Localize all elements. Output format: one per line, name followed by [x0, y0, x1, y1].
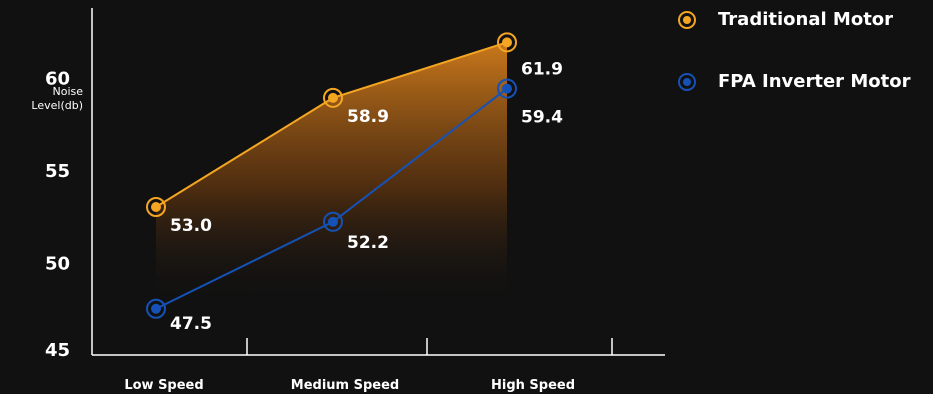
data-label-0-1: 58.9	[347, 107, 389, 127]
legend-item-fpa-inverter-motor: FPA Inverter Motor	[678, 71, 910, 92]
x-category-label-0: Low Speed	[124, 378, 203, 393]
point-1-2	[502, 83, 512, 94]
area-fill	[156, 42, 507, 305]
point-ring-1-2	[497, 78, 517, 99]
y-tick-label-60: 60	[45, 69, 70, 90]
point-1-1	[328, 216, 338, 227]
y-axis-label-line-1: Level(db)	[31, 99, 83, 112]
legend-marker-traditional	[678, 10, 696, 29]
point-ring-0-0	[146, 197, 166, 217]
y-tick-label-50: 50	[45, 254, 70, 275]
area-under-traditional	[156, 42, 507, 305]
legend-label-traditional: Traditional Motor	[718, 9, 894, 30]
legend-item-traditional-motor: Traditional Motor	[678, 9, 893, 30]
point-ring-1-1	[323, 211, 343, 232]
point-ring-1-0	[146, 298, 166, 319]
point-0-2	[502, 37, 512, 48]
point-ring-0-2	[497, 32, 517, 53]
data-labels: 53.0 58.9 61.9 47.5 52.2 59.4	[170, 59, 563, 333]
x-category-label-2: High Speed	[491, 378, 575, 393]
x-category-label-1: Medium Speed	[291, 378, 399, 393]
y-axis-label-line-0: Noise	[52, 85, 83, 98]
y-tick-label-45: 45	[45, 340, 70, 361]
legend-label-fpa: FPA Inverter Motor	[718, 71, 911, 92]
data-label-1-2: 59.4	[521, 108, 563, 128]
y-tick-label-55: 55	[45, 161, 70, 182]
point-ring-0-1	[323, 87, 343, 108]
point-0-0	[151, 202, 161, 212]
data-label-0-2: 61.9	[521, 59, 563, 79]
point-1-0	[151, 303, 161, 314]
data-label-1-0: 47.5	[170, 314, 212, 334]
data-label-0-0: 53.0	[170, 216, 212, 236]
series-points	[146, 32, 517, 319]
legend-marker-fpa	[678, 72, 696, 91]
data-label-1-1: 52.2	[347, 233, 389, 253]
point-0-1	[328, 92, 338, 103]
